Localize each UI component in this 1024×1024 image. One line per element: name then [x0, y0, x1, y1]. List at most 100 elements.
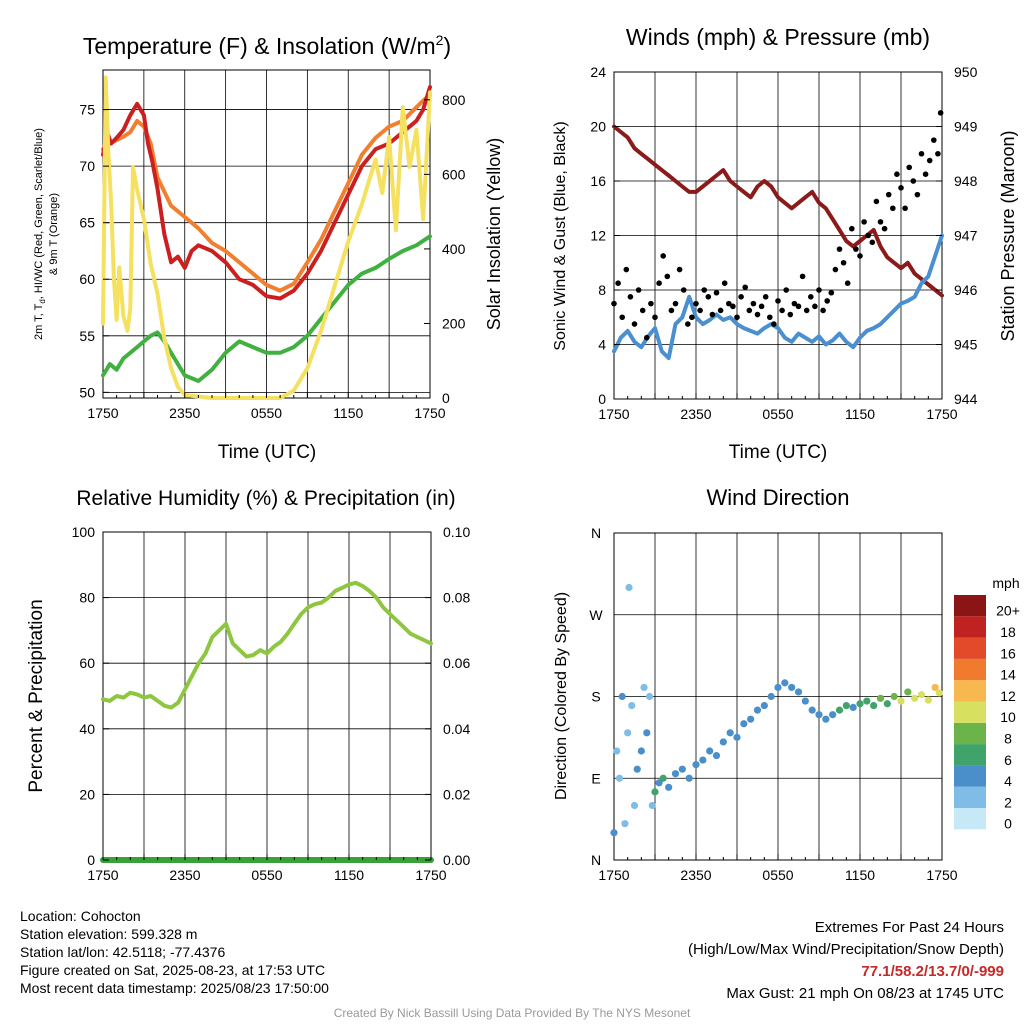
- humidity-y-ticks: 0 20 40 60 80 100: [72, 524, 109, 868]
- gust-point: [795, 303, 802, 310]
- direction-title: Wind Direction: [706, 485, 849, 510]
- direction-point: [643, 729, 651, 737]
- recent-data-text: Most recent data timestamp: 2025/08/23 1…: [20, 980, 329, 996]
- y2-tick-label: 400: [442, 241, 466, 257]
- direction-point: [621, 820, 629, 828]
- y-tick-label: 16: [590, 173, 606, 189]
- direction-point: [637, 747, 645, 755]
- x-tick-label: 1150: [845, 406, 875, 422]
- humidity-y-label: Percent & Precipitation: [26, 599, 47, 792]
- direction-point: [815, 711, 823, 719]
- direction-point: [835, 706, 844, 714]
- direction-point: [856, 700, 864, 708]
- gust-point: [877, 219, 884, 225]
- direction-point: [781, 679, 789, 687]
- gust-point: [721, 280, 728, 286]
- temperature-x-label: Time (UTC): [218, 442, 317, 463]
- gust-point: [881, 225, 888, 232]
- y-tick-label: 12: [590, 228, 606, 244]
- colorbar-label: 16: [1000, 645, 1016, 661]
- direction-point: [801, 697, 809, 705]
- direction-point: [931, 683, 939, 692]
- direction-point: [671, 770, 680, 778]
- y-tick-label: 100: [72, 524, 96, 540]
- y-tick-label: 70: [79, 158, 95, 174]
- direction-point: [699, 756, 707, 764]
- x-tick-label: 1150: [334, 867, 364, 883]
- gust-point: [685, 321, 691, 327]
- direction-tick-label: W: [589, 607, 603, 623]
- gust-point: [832, 266, 839, 273]
- gust-point: [676, 266, 683, 273]
- gust-point: [767, 314, 773, 321]
- direction-tick-label: E: [591, 770, 600, 786]
- colorbar-swatch: [954, 658, 986, 681]
- direction-point: [924, 696, 932, 704]
- series-line-1: [101, 92, 432, 293]
- x-tick-label: 1750: [87, 867, 118, 883]
- wind-y-label: Sonic Wind & Gust (Blue, Black): [552, 121, 569, 350]
- x-tick-label: 1150: [845, 867, 875, 883]
- gust-point: [644, 334, 650, 341]
- gust-point: [828, 289, 835, 296]
- x-tick-label: 0550: [251, 867, 282, 883]
- direction-point: [633, 765, 641, 773]
- colorbar-label: 4: [1004, 773, 1012, 789]
- direction-point: [706, 747, 714, 755]
- extremes-subtitle: (High/Low/Max Wind/Precipitation/Snow De…: [688, 941, 1004, 958]
- gust-point: [775, 298, 781, 304]
- gust-point: [709, 311, 716, 318]
- gust-point: [791, 300, 798, 307]
- colorbar-label: 10: [1000, 709, 1016, 725]
- winds-x-label: Time (UTC): [729, 442, 828, 463]
- y-tick-label: 40: [79, 721, 95, 737]
- direction-point: [645, 692, 654, 701]
- direction-point: [794, 688, 803, 696]
- gust-point: [935, 150, 941, 157]
- x-tick-label: 1750: [598, 867, 629, 883]
- y2-tick-label: 948: [954, 173, 978, 189]
- extremes-values: 77.1/58.2/13.7/0/-999: [861, 963, 1004, 980]
- gust-point: [758, 303, 765, 310]
- y2-tick-label: 0.02: [443, 786, 470, 802]
- x-tick-label: 0550: [251, 405, 282, 421]
- gust-point: [660, 253, 666, 259]
- gust-point: [918, 150, 925, 157]
- gust-point: [820, 307, 826, 314]
- series-line-3: [101, 234, 432, 383]
- y2-tick-label: 800: [442, 92, 466, 108]
- direction-point: [685, 774, 693, 782]
- direction-point: [648, 801, 656, 810]
- humidity-x-ticks: 1750 2350 0550 1150 1750: [87, 854, 447, 883]
- gust-point: [890, 205, 896, 212]
- gust-point: [680, 287, 687, 293]
- colorbar-label: 6: [1004, 752, 1012, 768]
- y2-tick-label: 0.06: [443, 655, 470, 671]
- gust-point: [898, 185, 904, 191]
- direction-tick-label: S: [591, 689, 600, 705]
- x-tick-label: 1750: [926, 406, 957, 422]
- direction-point: [863, 697, 871, 705]
- x-tick-label: 1750: [414, 405, 445, 421]
- direction-point: [904, 688, 912, 696]
- gust-point: [627, 294, 634, 300]
- colorbar-swatch: [954, 595, 986, 617]
- colorbar-swatch: [954, 616, 986, 638]
- pressure-y-ticks: 944 945 946 947 948 949 950: [936, 64, 978, 407]
- gust-point: [808, 294, 814, 300]
- gust-point: [631, 321, 638, 327]
- direction-point: [618, 692, 626, 701]
- x-tick-label: 2350: [680, 406, 711, 422]
- direction-point: [849, 703, 857, 712]
- gust-point: [734, 314, 740, 321]
- colorbar-title: mph: [992, 575, 1019, 591]
- location-text: Location: Cohocton: [20, 908, 141, 924]
- gust-point: [799, 273, 806, 280]
- gust-point: [730, 303, 736, 310]
- direction-point: [911, 694, 919, 702]
- direction-point: [740, 720, 748, 728]
- direction-point: [610, 829, 618, 837]
- y2-tick-label: 200: [442, 315, 466, 331]
- colorbar-label: 0: [1004, 816, 1012, 832]
- gust-point: [639, 307, 646, 314]
